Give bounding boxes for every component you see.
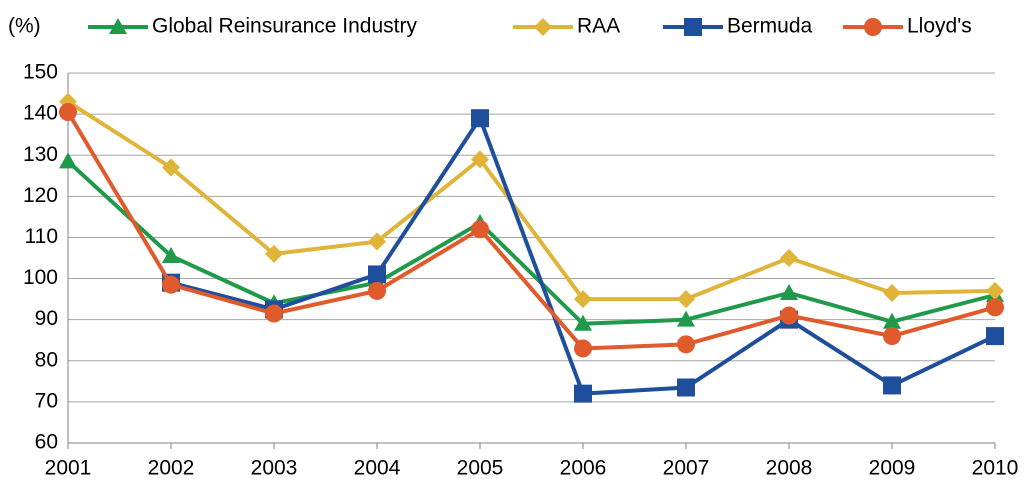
data-point [574, 339, 592, 358]
legend-marker [684, 18, 702, 36]
data-point [780, 283, 798, 300]
data-point [780, 306, 798, 325]
x-tick-label: 2001 [45, 457, 92, 480]
y-axis-label: (%) [8, 15, 41, 38]
data-point [883, 327, 901, 346]
data-point [265, 244, 283, 263]
y-tick-label: 90 [35, 307, 58, 330]
data-point [368, 281, 386, 300]
x-tick-label: 2002 [148, 457, 195, 480]
y-tick-label: 120 [23, 184, 58, 207]
data-point [368, 232, 386, 251]
x-tick-label: 2003 [251, 457, 298, 480]
series-line [66, 111, 996, 351]
y-tick-label: 140 [23, 102, 58, 125]
data-point [162, 275, 180, 294]
data-point [883, 312, 901, 329]
data-point [883, 376, 901, 395]
y-tick-label: 130 [23, 143, 58, 166]
legend-label: Lloyd's [907, 15, 972, 38]
x-tick-label: 2006 [560, 457, 607, 480]
y-tick-label: 60 [35, 431, 58, 454]
legend-label: RAA [577, 15, 620, 38]
y-tick-label: 150 [23, 61, 58, 84]
data-point [368, 265, 386, 284]
data-point [986, 327, 1004, 346]
data-point [59, 103, 77, 122]
data-point [265, 304, 283, 323]
y-tick-label: 70 [35, 389, 58, 412]
data-point [677, 378, 695, 397]
y-tick-label: 80 [35, 348, 58, 371]
series-line [66, 100, 996, 302]
data-point [780, 249, 798, 267]
x-tick-label: 2010 [972, 457, 1019, 480]
y-tick-label: 110 [25, 225, 58, 248]
x-tick-label: 2004 [354, 457, 401, 480]
data-point [986, 281, 1004, 300]
data-point [471, 220, 489, 239]
legend-marker [864, 18, 882, 36]
data-point [59, 152, 77, 169]
data-point [677, 290, 695, 309]
x-tick-label: 2009 [869, 457, 916, 480]
data-point [677, 310, 695, 327]
series-line [66, 159, 996, 326]
data-point [574, 290, 592, 309]
data-point [883, 283, 901, 302]
x-tick-label: 2007 [663, 457, 710, 480]
x-tick-label: 2005 [457, 457, 504, 480]
data-point [471, 109, 489, 128]
data-point [986, 298, 1004, 317]
data-point [162, 158, 180, 177]
legend-marker [109, 18, 127, 34]
y-tick-label: 100 [23, 266, 58, 289]
legend-marker [534, 18, 552, 36]
data-point [574, 314, 592, 331]
data-point [677, 335, 695, 354]
data-point [162, 246, 180, 263]
legend-label: Global Reinsurance Industry [152, 15, 417, 38]
data-point [574, 384, 592, 403]
x-tick-label: 2008 [766, 457, 813, 480]
data-point [471, 150, 489, 169]
legend-label: Bermuda [727, 15, 813, 38]
